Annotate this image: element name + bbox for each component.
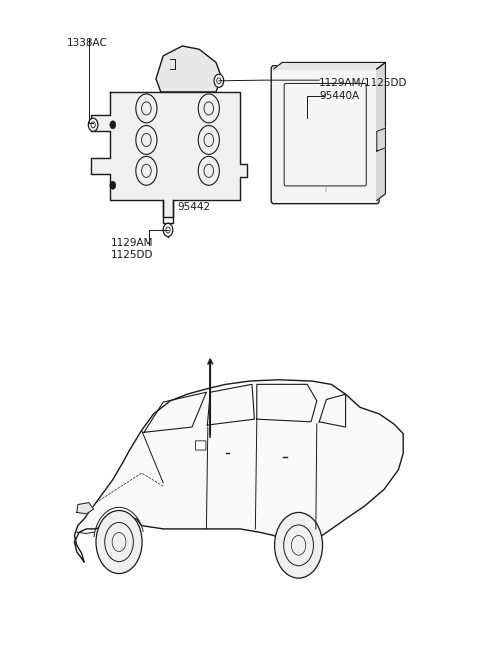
Circle shape (275, 512, 323, 578)
FancyBboxPatch shape (271, 66, 379, 204)
Circle shape (88, 118, 98, 131)
Circle shape (110, 181, 116, 189)
Polygon shape (377, 62, 385, 200)
Circle shape (110, 121, 116, 129)
Circle shape (214, 74, 224, 87)
Circle shape (96, 510, 142, 574)
Polygon shape (156, 46, 221, 92)
FancyBboxPatch shape (195, 441, 206, 450)
Text: I: I (324, 187, 326, 193)
Text: 1129AM: 1129AM (110, 238, 153, 248)
Text: 95440A: 95440A (319, 91, 360, 101)
Text: 1338AC: 1338AC (67, 38, 108, 48)
Text: 1129AM/1125DD: 1129AM/1125DD (319, 78, 408, 87)
Text: 95442: 95442 (178, 202, 211, 212)
Polygon shape (74, 380, 403, 562)
Polygon shape (377, 128, 385, 151)
Polygon shape (77, 503, 94, 514)
Polygon shape (274, 62, 385, 69)
Circle shape (163, 223, 173, 237)
Polygon shape (91, 92, 247, 217)
Text: 1125DD: 1125DD (110, 250, 153, 260)
